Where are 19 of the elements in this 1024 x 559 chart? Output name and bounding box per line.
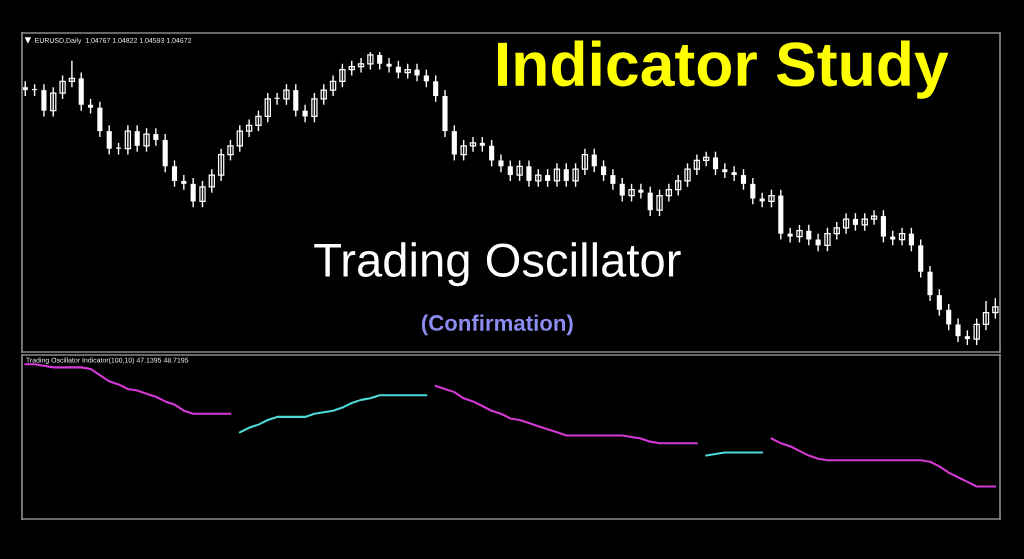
candlestick <box>460 139 467 162</box>
candlestick <box>684 162 691 188</box>
candlestick <box>283 83 290 106</box>
candlestick <box>973 317 980 346</box>
candlestick <box>992 297 999 320</box>
candlestick <box>255 109 262 132</box>
chart-title: Indicator Study <box>498 40 949 99</box>
candlestick <box>227 139 234 162</box>
text: Trading Oscillator <box>314 242 681 287</box>
candlestick <box>516 159 523 182</box>
candlestick <box>572 162 579 188</box>
candlestick <box>656 189 663 217</box>
candlestick <box>143 127 150 153</box>
candlestick <box>199 180 206 208</box>
candlestick <box>339 63 346 88</box>
candlestick <box>311 92 318 124</box>
annotation: (Confirmation) <box>421 314 573 336</box>
candlestick <box>824 227 831 252</box>
candlestick <box>59 74 66 100</box>
